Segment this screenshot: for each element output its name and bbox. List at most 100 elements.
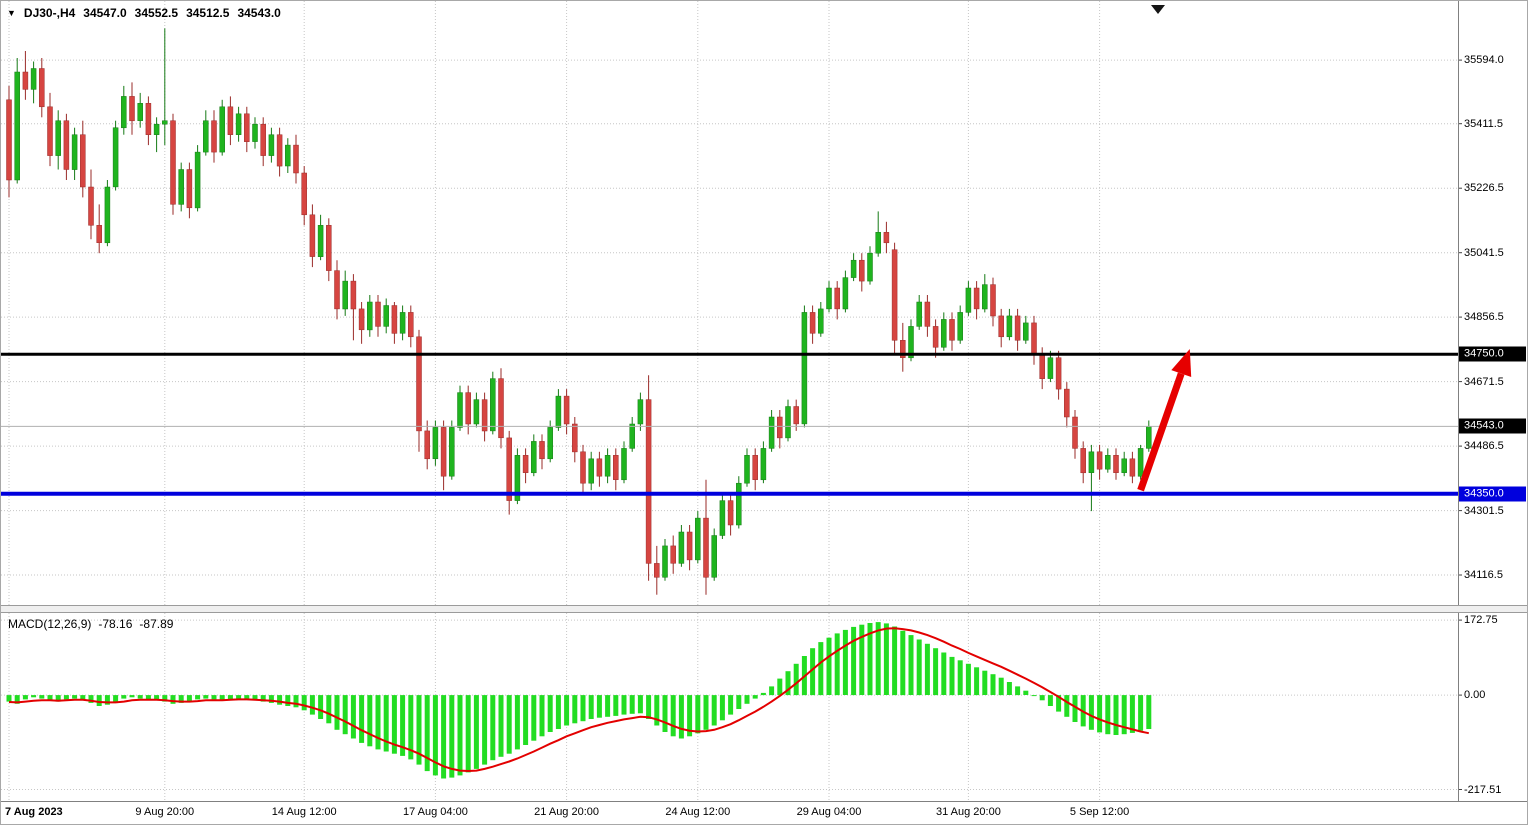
candle-body [760,448,767,481]
candle-body [990,284,996,317]
macd-histogram-bar [55,695,61,702]
candle-body [621,448,627,481]
candle-body [186,169,193,209]
macd-histogram-bar [810,648,816,696]
price-tick-label: 34301.5 [1464,504,1504,517]
candle-body [71,134,78,170]
candle-body [293,144,299,174]
trend-arrow-shaft[interactable] [1137,372,1185,492]
macd-histogram-bar [654,695,660,726]
macd-histogram-bar [1138,695,1144,731]
macd-histogram-bar [47,695,53,701]
price-tick-label: 34671.5 [1464,375,1504,388]
macd-histogram-bar [662,695,668,732]
macd-histogram-bar [162,695,168,702]
macd-histogram-bar [892,626,898,696]
candle-body [563,395,570,425]
macd-histogram-bar [900,630,906,696]
macd-histogram-bar [350,695,356,739]
macd-histogram-bar [342,695,348,735]
time-axis[interactable]: 7 Aug 2023 9 Aug 20:00 14 Aug 12:00 17 Aug … [1,803,1527,824]
support-price-badge: 34350.0 [1459,486,1526,502]
macd-histogram-bar [244,695,250,700]
macd-histogram-bar [285,695,291,706]
macd-histogram-bar [695,695,701,734]
macd-histogram-bar [1056,695,1062,712]
open-value: 34547.0 [83,6,127,20]
pane-separator[interactable] [1,605,1527,613]
candle-body [588,458,594,484]
candle-body [875,232,881,254]
candle-body [47,106,53,156]
symbol-period-label: DJ30-,H4 [23,6,76,20]
time-tick-label: 21 Aug 20:00 [534,806,600,818]
chart-shift-marker-icon[interactable] [1151,5,1165,14]
candle-body [358,308,365,331]
price-axis[interactable]: 35594.0 35411.5 35226.5 35041.5 34856.5 34671… [1459,1,1527,801]
macd-histogram-bar [539,695,545,737]
candle-body [1014,315,1021,341]
macd-histogram-bar [785,671,791,696]
candle-body [613,455,619,480]
price-tick-label: 35226.5 [1464,182,1504,195]
candle-body [211,120,217,153]
candle-body [375,301,381,327]
macd-histogram-bar [564,695,570,726]
macd-histogram-bar [703,695,709,730]
candle-body [1146,426,1152,449]
trend-arrow-head[interactable] [1171,349,1192,377]
candle-body [867,252,873,282]
macd-histogram-bar [1146,695,1152,729]
candle-body [317,225,324,257]
macd-histogram-bar [851,626,857,696]
macd-histogram-bar [80,695,86,701]
candle-body [309,214,316,257]
macd-histogram-bar [375,695,381,750]
macd-histogram-bar [367,695,373,747]
candle-body [777,416,783,439]
candle-body [121,96,127,129]
time-tick-label: 7 Aug 2023 [5,806,63,818]
macd-histogram-bar [113,695,119,702]
candle-body [514,455,521,501]
candle-body [129,96,135,122]
macd-histogram-bar [293,695,299,708]
candle-body [662,545,668,578]
macd-histogram-bar [646,695,652,719]
candle-body [440,427,447,477]
macd-histogram-bar [63,695,69,700]
macd-histogram-bar [1015,686,1021,696]
collapse-ohlc-icon[interactable]: ▼ [7,8,16,18]
macd-histogram-bar [14,695,20,704]
macd-histogram-bar [744,695,750,704]
candle-body [194,151,201,209]
candle-body [432,427,439,460]
macd-histogram-bar [104,695,110,705]
candle-body [637,399,644,425]
macd-histogram-bar [687,695,693,737]
macd-histogram-bar [129,695,135,698]
macd-histogram-bar [580,695,586,722]
candle-body [244,113,250,142]
macd-histogram-bar [170,695,176,704]
candle-body [850,259,857,278]
candle-body [1031,322,1037,355]
candle-body [522,455,529,473]
macd-histogram-bar [96,695,102,706]
macd-histogram-bar [990,674,996,695]
candle-body [916,301,922,327]
macd-histogram-bar [1039,695,1045,701]
candle-body [539,441,545,460]
macd-histogram-bar [482,695,488,765]
candle-body [334,270,340,310]
candle-body [932,326,939,348]
candle-body [227,106,234,135]
candle-body [465,392,471,425]
macd-histogram-bar [629,695,635,714]
candle-body [580,451,586,484]
macd-histogram-bar [1072,695,1078,722]
candle-body [793,406,799,425]
macd-histogram-bar [637,695,643,714]
